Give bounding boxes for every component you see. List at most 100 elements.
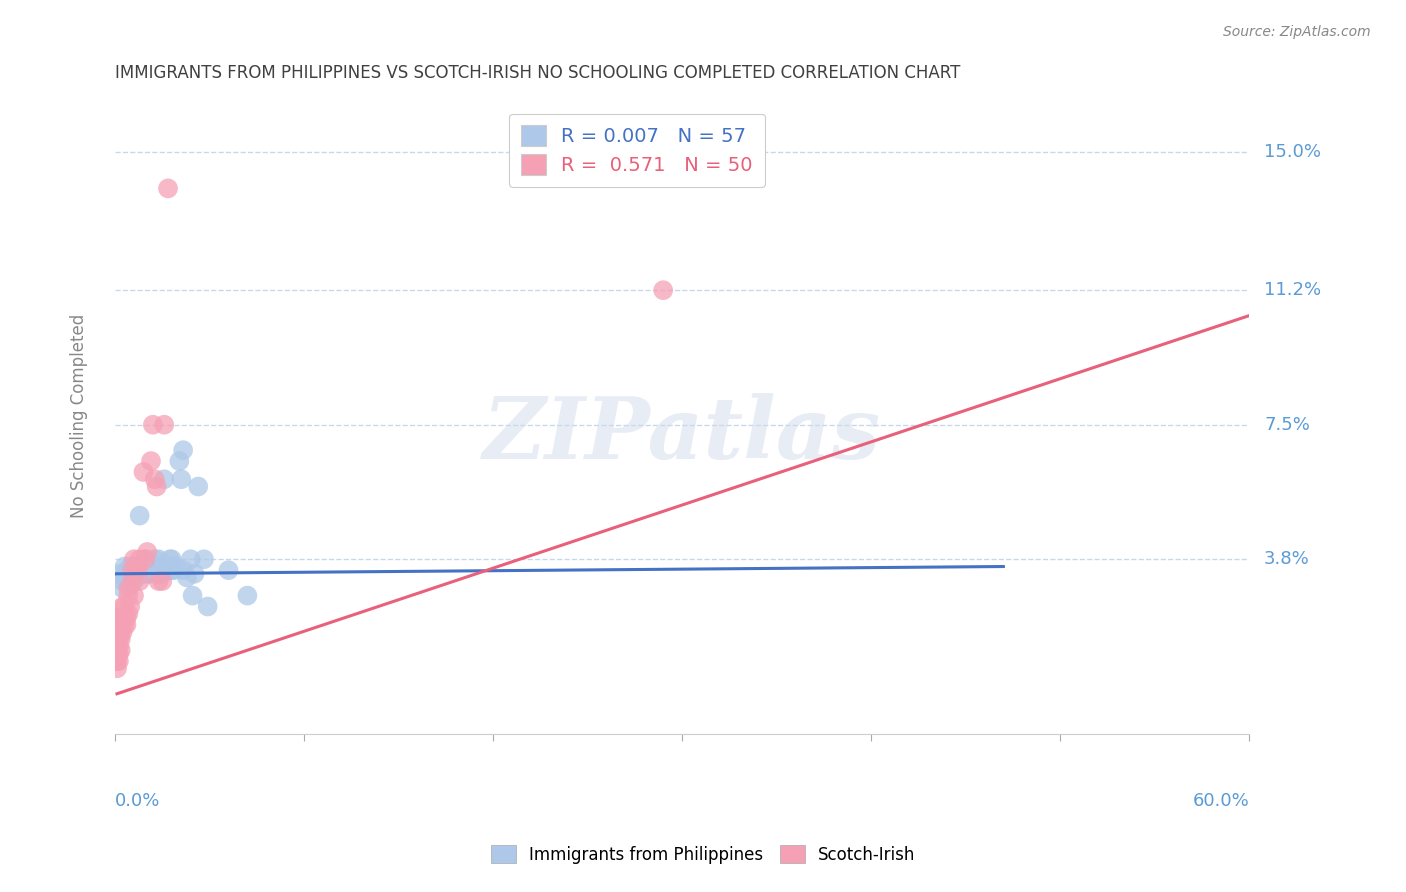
Point [114, 610, 136, 624]
Point [138, 566, 160, 581]
Point [165, 559, 187, 574]
Point [138, 559, 160, 574]
Point [176, 570, 198, 584]
Point [122, 552, 145, 566]
Point [183, 566, 205, 581]
Point [180, 552, 202, 566]
Point [121, 563, 143, 577]
Point [108, 617, 131, 632]
Point [108, 640, 131, 654]
Point [110, 610, 132, 624]
Point [145, 566, 167, 581]
Point [163, 563, 186, 577]
Text: 0.0%: 0.0% [115, 792, 160, 810]
Point [160, 563, 183, 577]
Text: 15.0%: 15.0% [1264, 143, 1322, 161]
Point [149, 559, 172, 574]
Point [122, 574, 145, 588]
Point [148, 574, 170, 588]
Point [108, 654, 131, 668]
Point [136, 566, 159, 581]
Point [136, 545, 159, 559]
Point [155, 563, 177, 577]
Point [142, 563, 165, 577]
Point [142, 417, 165, 432]
Text: No Schooling Completed: No Schooling Completed [70, 313, 87, 517]
Point [127, 563, 149, 577]
Point [120, 559, 142, 574]
Point [105, 661, 128, 675]
Point [117, 563, 139, 577]
Point [104, 654, 127, 668]
Point [111, 574, 134, 588]
Point [132, 559, 155, 574]
Point [128, 574, 150, 588]
Point [148, 552, 170, 566]
Text: ZIPatlas: ZIPatlas [484, 393, 882, 476]
Text: 60.0%: 60.0% [1192, 792, 1249, 810]
Point [111, 599, 134, 614]
Point [121, 566, 143, 581]
Point [131, 559, 153, 574]
Point [105, 647, 128, 661]
Point [117, 570, 139, 584]
Point [193, 552, 215, 566]
Point [108, 624, 131, 639]
Point [111, 624, 134, 639]
Point [122, 559, 145, 574]
Point [218, 563, 240, 577]
Point [115, 574, 138, 588]
Point [110, 624, 132, 639]
Point [153, 417, 176, 432]
Point [160, 552, 183, 566]
Point [114, 617, 136, 632]
Point [157, 559, 180, 574]
Point [117, 589, 139, 603]
Point [143, 472, 166, 486]
Point [125, 563, 148, 577]
Point [110, 643, 132, 657]
Text: IMMIGRANTS FROM PHILIPPINES VS SCOTCH-IRISH NO SCHOOLING COMPLETED CORRELATION C: IMMIGRANTS FROM PHILIPPINES VS SCOTCH-IR… [115, 64, 960, 82]
Point [105, 643, 128, 657]
Point [122, 589, 145, 603]
Point [145, 479, 167, 493]
Point [153, 472, 176, 486]
Point [105, 632, 128, 647]
Point [105, 654, 128, 668]
Point [143, 552, 166, 566]
Point [104, 647, 127, 661]
Point [125, 566, 148, 581]
Point [125, 563, 148, 577]
Point [117, 607, 139, 621]
Point [128, 552, 150, 566]
Point [134, 552, 156, 566]
Point [132, 465, 155, 479]
Point [111, 610, 134, 624]
Point [117, 582, 139, 596]
Point [132, 566, 155, 581]
Point [150, 574, 173, 588]
Point [197, 599, 219, 614]
Point [108, 647, 131, 661]
Point [145, 559, 167, 574]
Text: Source: ZipAtlas.com: Source: ZipAtlas.com [1223, 25, 1371, 39]
Point [652, 283, 675, 297]
Point [111, 582, 134, 596]
Point [139, 559, 162, 574]
Point [150, 563, 173, 577]
Point [120, 599, 142, 614]
Point [114, 570, 136, 584]
Text: 7.5%: 7.5% [1264, 416, 1310, 434]
Point [134, 552, 156, 566]
Point [115, 566, 138, 581]
Point [128, 508, 150, 523]
Point [169, 454, 191, 468]
Point [128, 563, 150, 577]
Point [121, 563, 143, 577]
Point [187, 479, 209, 493]
Point [110, 632, 132, 647]
Legend: R = 0.007   N = 57, R =  0.571   N = 50: R = 0.007 N = 57, R = 0.571 N = 50 [509, 113, 765, 187]
Point [108, 632, 131, 647]
Point [150, 566, 173, 581]
Point [236, 589, 259, 603]
